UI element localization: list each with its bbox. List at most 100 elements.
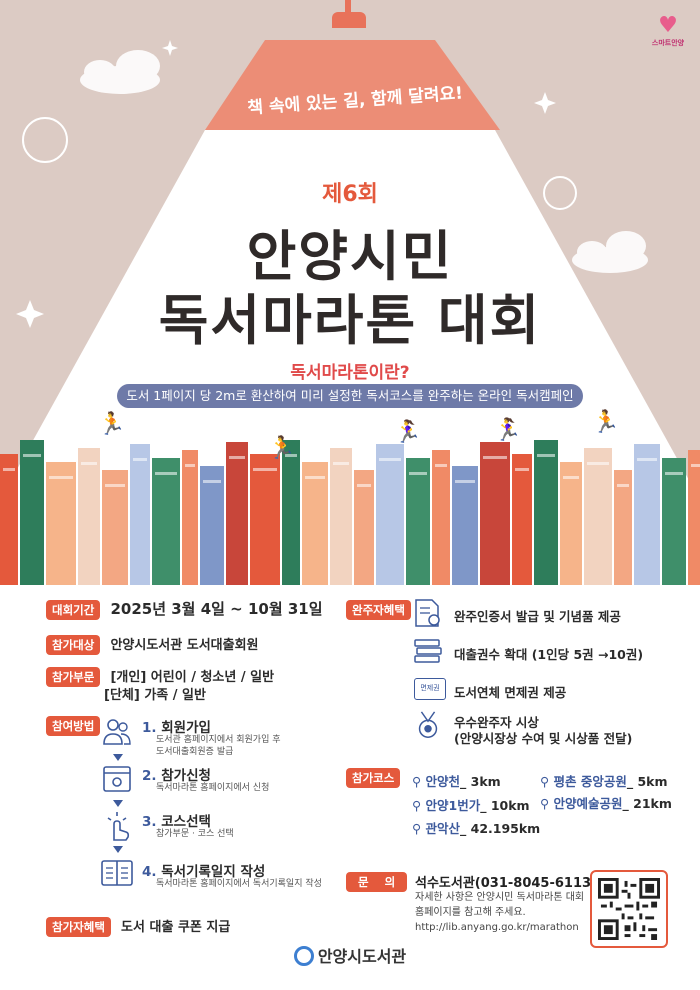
certificate-icon <box>415 599 440 627</box>
logo-text: 스마트안양 <box>651 39 685 47</box>
step2-title: 2. 참가신청 <box>142 764 211 784</box>
participant-benefit-row: 참가자혜택 도서 대출 쿠폰 지급 <box>46 916 230 937</box>
book-stripe <box>285 454 297 457</box>
target-value: 안양시도서관 도서대출회원 <box>110 638 259 653</box>
step1-sub2: 도서대출회원증 발급 <box>156 747 234 757</box>
step4-name: 독서기록일지 작성 <box>161 864 266 880</box>
logo-mark-icon: ♥ <box>658 13 678 38</box>
book-stripe <box>81 462 97 465</box>
step1-sub1: 도서관 홈페이지에서 회원가입 후 <box>156 735 281 745</box>
book-stripe <box>637 458 657 461</box>
footer-org: 안양시도서관 <box>0 943 700 967</box>
finisher-label: 완주자혜택 <box>346 600 411 620</box>
period-label: 대회기간 <box>46 600 101 620</box>
lamp-cord <box>345 0 351 14</box>
division-line2: [단체] 가족 / 일반 <box>104 688 206 703</box>
book-stripe <box>587 462 609 465</box>
participant-benefit-label: 참가자혜택 <box>46 917 111 937</box>
qr-code[interactable] <box>590 870 668 948</box>
book-spine <box>182 450 198 585</box>
subtitle: 독서마라톤이란? <box>290 363 410 383</box>
step3-sub1: 참가부문 · 코스 선택 <box>156 829 234 839</box>
contact-title: 석수도서관(031-8045-6113) <box>415 876 597 891</box>
book-spine <box>0 454 18 585</box>
book-stripe <box>3 468 15 471</box>
poster-header: 책 속에 있는 길, 함께 달려요! ♥ 스마트안양 제6회 안양시민 독서마라… <box>0 0 700 585</box>
book-spine <box>78 448 100 585</box>
book-spine <box>102 470 128 585</box>
decor-sparkles <box>16 40 631 394</box>
division-line1: [개인] 어린이 / 청소년 / 일반 <box>110 670 275 685</box>
book-spine <box>282 440 300 585</box>
book-spine <box>480 442 510 585</box>
open-book-icon <box>101 860 133 886</box>
course-item: ⚲ 평촌 중앙공원_ 5km <box>540 774 668 789</box>
division-row2: [단체] 가족 / 일반 <box>104 684 206 703</box>
title-line1: 안양시민 <box>246 225 454 288</box>
book-spine <box>330 448 352 585</box>
division-row: 참가부문 [개인] 어린이 / 청소년 / 일반 <box>46 666 274 687</box>
book-spine <box>226 442 248 585</box>
step4-num: 4. <box>142 864 157 880</box>
book-stripe <box>409 472 427 475</box>
period-value: 2025년 3월 4일 ~ 10월 31일 <box>110 600 323 618</box>
book-spine <box>662 458 686 585</box>
runner-icon: 🏃 <box>592 410 620 435</box>
book-stripe <box>379 458 401 461</box>
contact-url[interactable]: http://lib.anyang.go.kr/marathon <box>415 922 579 933</box>
click-hand-icon <box>107 812 130 841</box>
decor-clouds <box>80 50 648 273</box>
book-spine <box>560 462 582 585</box>
book-spine <box>152 458 180 585</box>
book-spine <box>200 466 224 585</box>
book-spine <box>512 454 532 585</box>
step3-title: 3. 코스선택 <box>142 810 211 830</box>
target-label: 참가대상 <box>46 635 101 655</box>
arrow-down-icon <box>113 754 123 761</box>
book-spine <box>634 444 660 585</box>
book-spine <box>406 458 430 585</box>
finisher-benefit-3: 도서연체 면제권 제공 <box>454 685 567 700</box>
book-spine <box>302 462 328 585</box>
pin-icon: ⚲ <box>540 796 550 811</box>
book-spine <box>534 440 558 585</box>
book-stripe <box>133 458 147 461</box>
qr-pattern <box>598 878 660 940</box>
book-spine <box>614 470 632 585</box>
method-label: 참여방법 <box>46 716 101 736</box>
contact-label: 문 의 <box>346 872 408 892</box>
book-spine <box>432 450 450 585</box>
finisher-benefit-2: 대출권수 확대 (1인당 5권 →10권) <box>454 647 644 662</box>
period-row: 대회기간 2025년 3월 4일 ~ 10월 31일 <box>46 598 323 620</box>
finisher-row: 완주자혜택 <box>346 600 411 620</box>
book-spine <box>46 462 76 585</box>
finisher-benefit-4b: (안양시장상 수여 및 시상품 전달) <box>454 731 633 746</box>
finisher-benefit-1: 완주인증서 발급 및 기념품 제공 <box>454 609 621 624</box>
description-pill: 도서 1페이지 당 2m로 환산하여 미리 설정한 독서코스를 완주하는 온라인… <box>117 384 583 408</box>
book-spine <box>20 440 44 585</box>
course-item: ⚲ 안양예술공원_ 21km <box>540 796 672 811</box>
contact-body: 자세한 사항은 안양시민 독서마라톤 대회 홈페이지를 참고해 주세요. htt… <box>415 890 590 935</box>
book-spine <box>354 470 374 585</box>
smart-anyang-logo: ♥ 스마트안양 <box>648 14 688 48</box>
book-stripe <box>357 484 371 487</box>
course-item: ⚲ 안양1번가_ 10km <box>412 798 530 813</box>
footer-org-name: 안양시도서관 <box>317 947 407 966</box>
book-spine <box>452 466 478 585</box>
book-stripe <box>435 464 447 467</box>
target-row: 참가대상 안양시도서관 도서대출회원 <box>46 634 259 655</box>
course-label: 참가코스 <box>346 768 401 788</box>
book-spine <box>584 448 612 585</box>
runner-icon: 🏃‍♀️ <box>494 418 522 443</box>
runner-icon: 🏃‍♀️ <box>394 420 422 445</box>
book-stripe <box>691 464 700 467</box>
library-logo-icon <box>293 946 314 966</box>
step2-name: 참가신청 <box>161 768 211 784</box>
book-stripe <box>49 476 73 479</box>
runner-icon: 🏃 <box>98 412 126 437</box>
step1-name: 회원가입 <box>161 720 211 736</box>
step2-sub1: 독서마라톤 홈페이지에서 신청 <box>156 783 270 793</box>
book-stripe <box>563 476 579 479</box>
book-stripe <box>305 476 325 479</box>
participant-benefit-value: 도서 대출 쿠폰 지급 <box>121 920 231 935</box>
